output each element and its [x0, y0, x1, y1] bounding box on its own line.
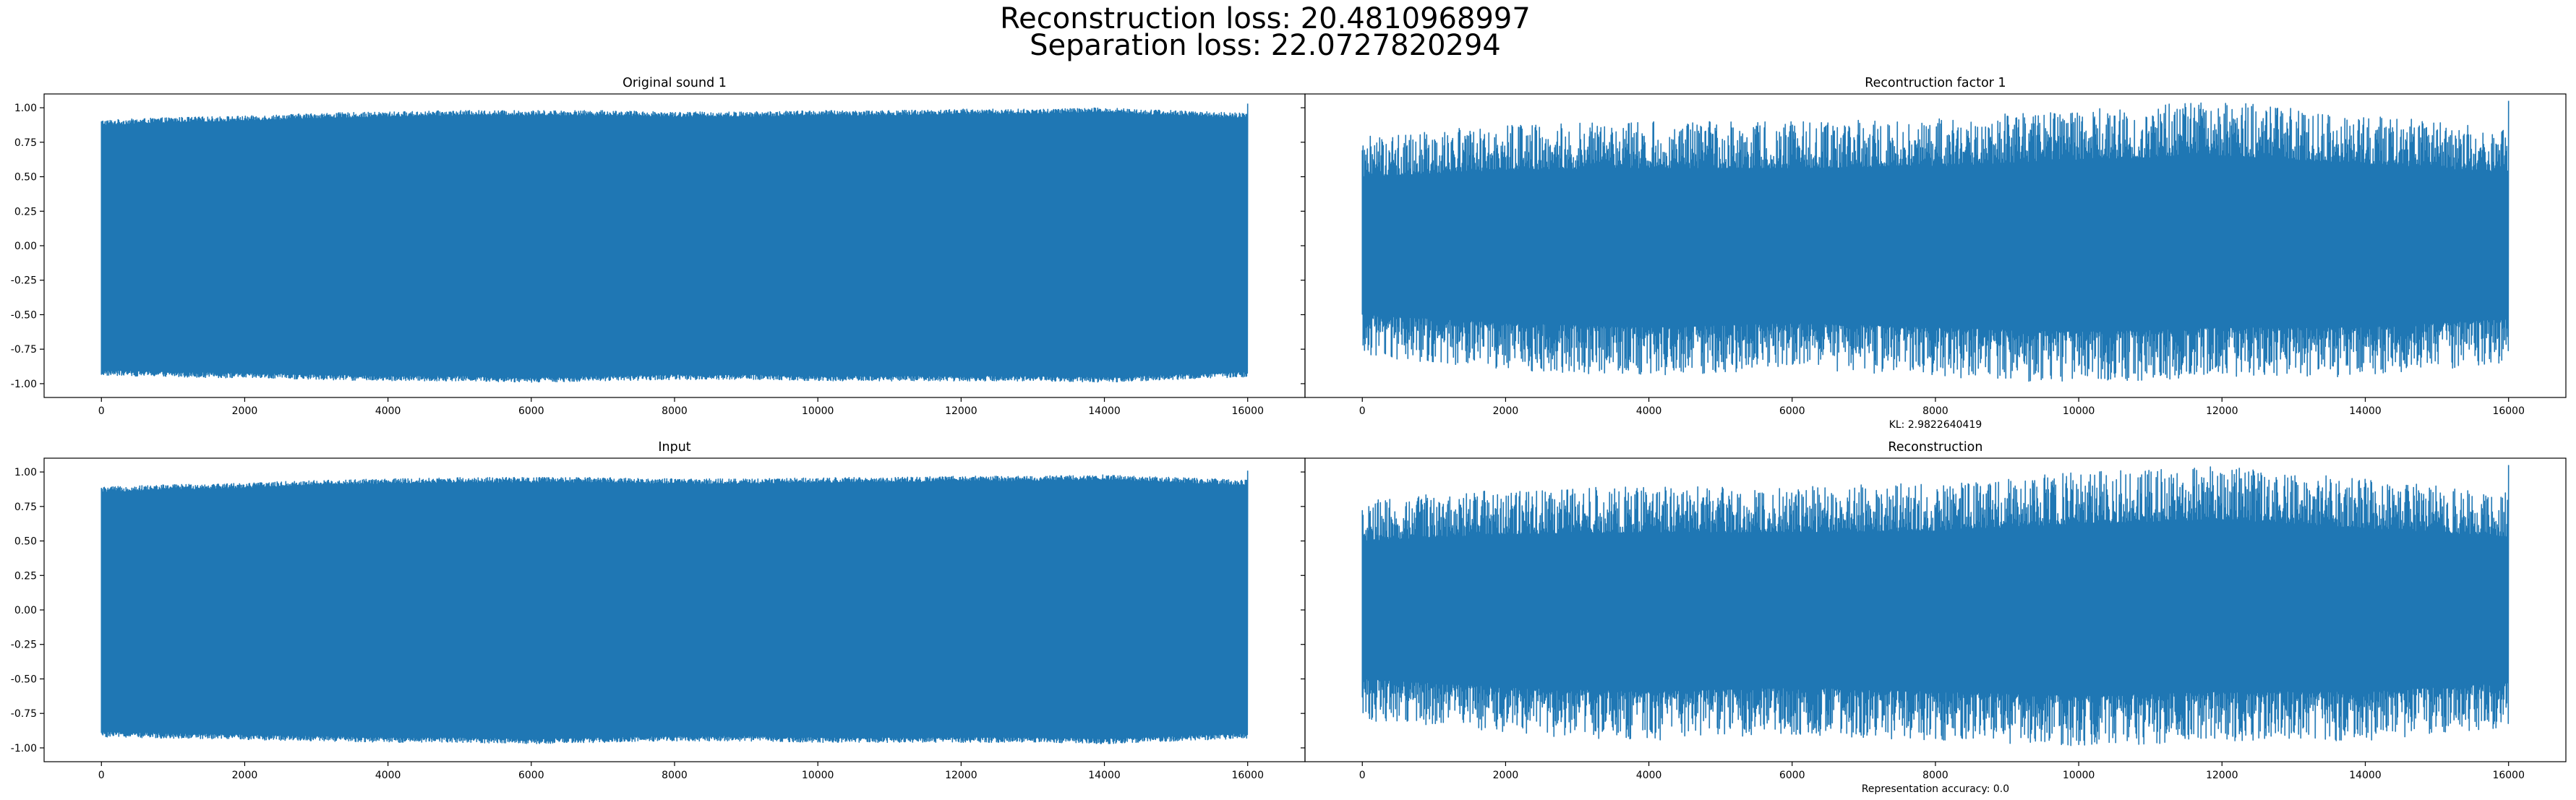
x-tick-label: 14000 [1088, 770, 1121, 781]
x-tick-label: 2000 [1493, 405, 1519, 417]
x-tick-label: 16000 [2492, 405, 2525, 417]
x-tick-label: 12000 [945, 770, 977, 781]
y-tick-label: -1.00 [11, 379, 37, 390]
y-tick-label: 0.00 [14, 241, 37, 252]
x-tick-label: 16000 [1231, 770, 1264, 781]
y-tick-label: 0.25 [14, 570, 37, 582]
panel-note: Representation accuracy: 0.0 [1862, 783, 2009, 795]
x-tick-label: 0 [98, 405, 105, 417]
x-tick-label: 2000 [1493, 770, 1519, 781]
x-tick-label: 16000 [1231, 405, 1264, 417]
y-tick-label: 1.00 [14, 467, 37, 478]
y-tick-label: -0.50 [11, 309, 37, 321]
x-tick-label: 0 [98, 770, 105, 781]
panel-title: Input [658, 440, 690, 455]
waveform-line [1361, 100, 2509, 382]
x-tick-label: 0 [1359, 405, 1366, 417]
x-tick-label: 0 [1359, 770, 1366, 781]
x-tick-label: 10000 [2063, 770, 2095, 781]
x-tick-label: 16000 [2492, 770, 2525, 781]
x-tick-label: 8000 [1922, 770, 1948, 781]
x-tick-label: 6000 [1779, 770, 1805, 781]
x-tick-label: 2000 [232, 405, 258, 417]
original-sound-panel: Original sound 1 0 2000 4000 6000 8000 10000 12… [11, 76, 1306, 417]
y-tick-label: 0.25 [14, 206, 37, 218]
x-tick-label: 4000 [1636, 405, 1662, 417]
y-tick-label: -0.25 [11, 640, 37, 651]
x-tick-label: 10000 [2063, 405, 2095, 417]
x-tick-label: 8000 [1922, 405, 1948, 417]
reconstruction-panel: Reconstruction 0 2000 4000 6000 8000 10000 1200… [1301, 440, 2567, 795]
x-tick-label: 12000 [2206, 770, 2238, 781]
y-tick-label: 0.50 [14, 172, 37, 184]
reconstruction-factor-panel: Recontruction factor 1 0 2000 4000 6000 8000 1… [1301, 76, 2567, 431]
waveform-line [100, 470, 1249, 744]
x-tick-label: 4000 [375, 770, 401, 781]
x-tick-label: 10000 [802, 405, 834, 417]
x-tick-label: 4000 [1636, 770, 1662, 781]
x-tick-label: 6000 [1779, 405, 1805, 417]
x-tick-label: 4000 [375, 405, 401, 417]
y-tick-label: -0.75 [11, 344, 37, 356]
x-tick-label: 8000 [662, 405, 688, 417]
panel-title: Reconstruction [1888, 440, 1983, 455]
x-tick-label: 8000 [662, 770, 688, 781]
x-tick-label: 10000 [802, 770, 834, 781]
y-tick-label: 0.00 [14, 605, 37, 616]
x-tick-label: 12000 [2206, 405, 2238, 417]
y-tick-label: 1.00 [14, 103, 37, 114]
figure-title-line-2: Separation loss: 22.0727820294 [1030, 29, 1501, 62]
y-tick-label: -0.75 [11, 708, 37, 720]
y-tick-label: -0.50 [11, 674, 37, 685]
y-tick-label: 0.75 [14, 502, 37, 513]
x-tick-label: 2000 [232, 770, 258, 781]
subplot-grid: Original sound 1 0 2000 4000 6000 8000 10000 12… [11, 76, 2567, 795]
x-tick-label: 14000 [2349, 405, 2382, 417]
panel-note: KL: 2.9822640419 [1889, 419, 1982, 431]
y-tick-label: 0.75 [14, 137, 37, 149]
input-panel: Input 0 2000 4000 6000 8000 10000 12000 14000 160… [11, 440, 1306, 781]
x-tick-label: 12000 [945, 405, 977, 417]
figure-title-line-1: Reconstruction loss: 20.4810968997 [1000, 2, 1531, 35]
y-tick-label: -0.25 [11, 275, 37, 287]
panel-title: Original sound 1 [622, 76, 727, 90]
y-tick-label: -1.00 [11, 743, 37, 754]
waveform-line [100, 103, 1249, 383]
x-tick-label: 14000 [1088, 405, 1121, 417]
x-tick-label: 6000 [518, 770, 544, 781]
panel-title: Recontruction factor 1 [1865, 76, 2006, 90]
x-tick-label: 6000 [518, 405, 544, 417]
waveform-line [1361, 465, 2509, 747]
y-tick-label: 0.50 [14, 536, 37, 548]
x-tick-label: 14000 [2349, 770, 2382, 781]
